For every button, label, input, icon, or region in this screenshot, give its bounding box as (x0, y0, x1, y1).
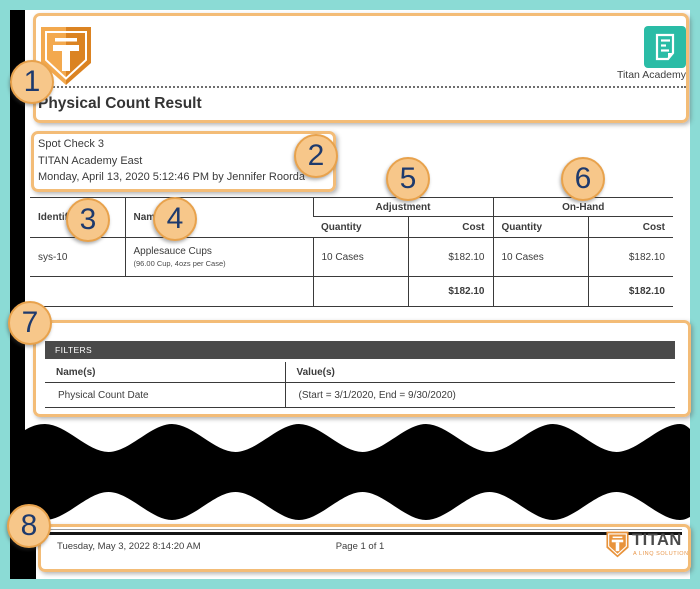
totals-oh-cost: $182.10 (588, 276, 673, 307)
callout-4: 4 (153, 197, 197, 241)
callout-1: 1 (10, 60, 54, 104)
brand-name: Titan Academy (616, 69, 686, 81)
product-note: (96.00 Cup, 4ozs per Case) (133, 259, 226, 268)
callout-3: 3 (66, 198, 110, 242)
filters-header-bar: FILTERS (45, 341, 675, 362)
footer-page-number: Page 1 of 1 (335, 541, 385, 552)
col-adj-quantity: Quantity (313, 216, 409, 238)
filters-row: Physical Count Date (Start = 3/1/2020, E… (45, 382, 675, 408)
cell-oh-cost: $182.10 (588, 237, 673, 277)
totals-row: $182.10 $182.10 (30, 276, 673, 307)
footer-timestamp: Tuesday, May 3, 2022 8:14:20 AM (57, 541, 201, 552)
filters-col-values: Value(s) (284, 360, 675, 383)
cell-adj-quantity: 10 Cases (312, 237, 409, 277)
site-name: TITAN Academy East (38, 154, 143, 167)
callout-7: 7 (8, 301, 52, 345)
callout-8: 8 (7, 504, 51, 548)
footer-logo-tagline: A LINQ SOLUTION (633, 551, 689, 557)
filters-table: FILTERS Name(s) Value(s) Physical Count … (45, 341, 675, 408)
footer-rule-light (44, 529, 682, 530)
callout-2: 2 (294, 134, 338, 178)
footer-rule-dark (44, 532, 682, 535)
callout-5: 5 (386, 157, 430, 201)
callout-6: 6 (561, 157, 605, 201)
product-name: Applesauce Cups (133, 246, 212, 257)
filter-value: (Start = 3/1/2020, End = 9/30/2020) (284, 382, 675, 408)
col-adj-cost: Cost (408, 216, 494, 238)
count-datetime-user: Monday, April 13, 2020 5:12:46 PM by Jen… (38, 171, 306, 183)
cell-name: Applesauce Cups (96.00 Cup, 4ozs per Cas… (124, 237, 313, 277)
totals-adj-cost: $182.10 (408, 276, 494, 307)
filter-name: Physical Count Date (45, 382, 285, 408)
cell-identifier: sys-10 (30, 237, 125, 277)
report-title: Physical Count Result (38, 95, 202, 112)
academy-document-icon (644, 26, 686, 68)
titan-shield-icon (41, 27, 91, 85)
totals-adj-qty (312, 276, 409, 307)
cell-adj-cost: $182.10 (408, 237, 494, 277)
header-divider (38, 86, 686, 88)
table-row: sys-10 Applesauce Cups (96.00 Cup, 4ozs … (30, 237, 673, 277)
titan-footer-logo: TITAN A LINQ SOLUTION (606, 531, 688, 561)
col-oh-quantity: Quantity (493, 216, 589, 238)
filters-col-names: Name(s) (45, 360, 285, 383)
cell-oh-quantity: 10 Cases (492, 237, 589, 277)
totals-oh-qty (492, 276, 589, 307)
count-result-table: Identifier Name Adjustment On-Hand Quant… (30, 197, 673, 307)
footer-logo-wordmark: TITAN (632, 531, 682, 549)
col-oh-cost: Cost (588, 216, 673, 238)
count-name: Spot Check 3 (38, 138, 105, 150)
titan-footer-shield-icon (606, 531, 629, 558)
report-info-block: Spot Check 3 TITAN Academy East Monday, … (38, 136, 305, 186)
totals-spacer (30, 276, 313, 307)
